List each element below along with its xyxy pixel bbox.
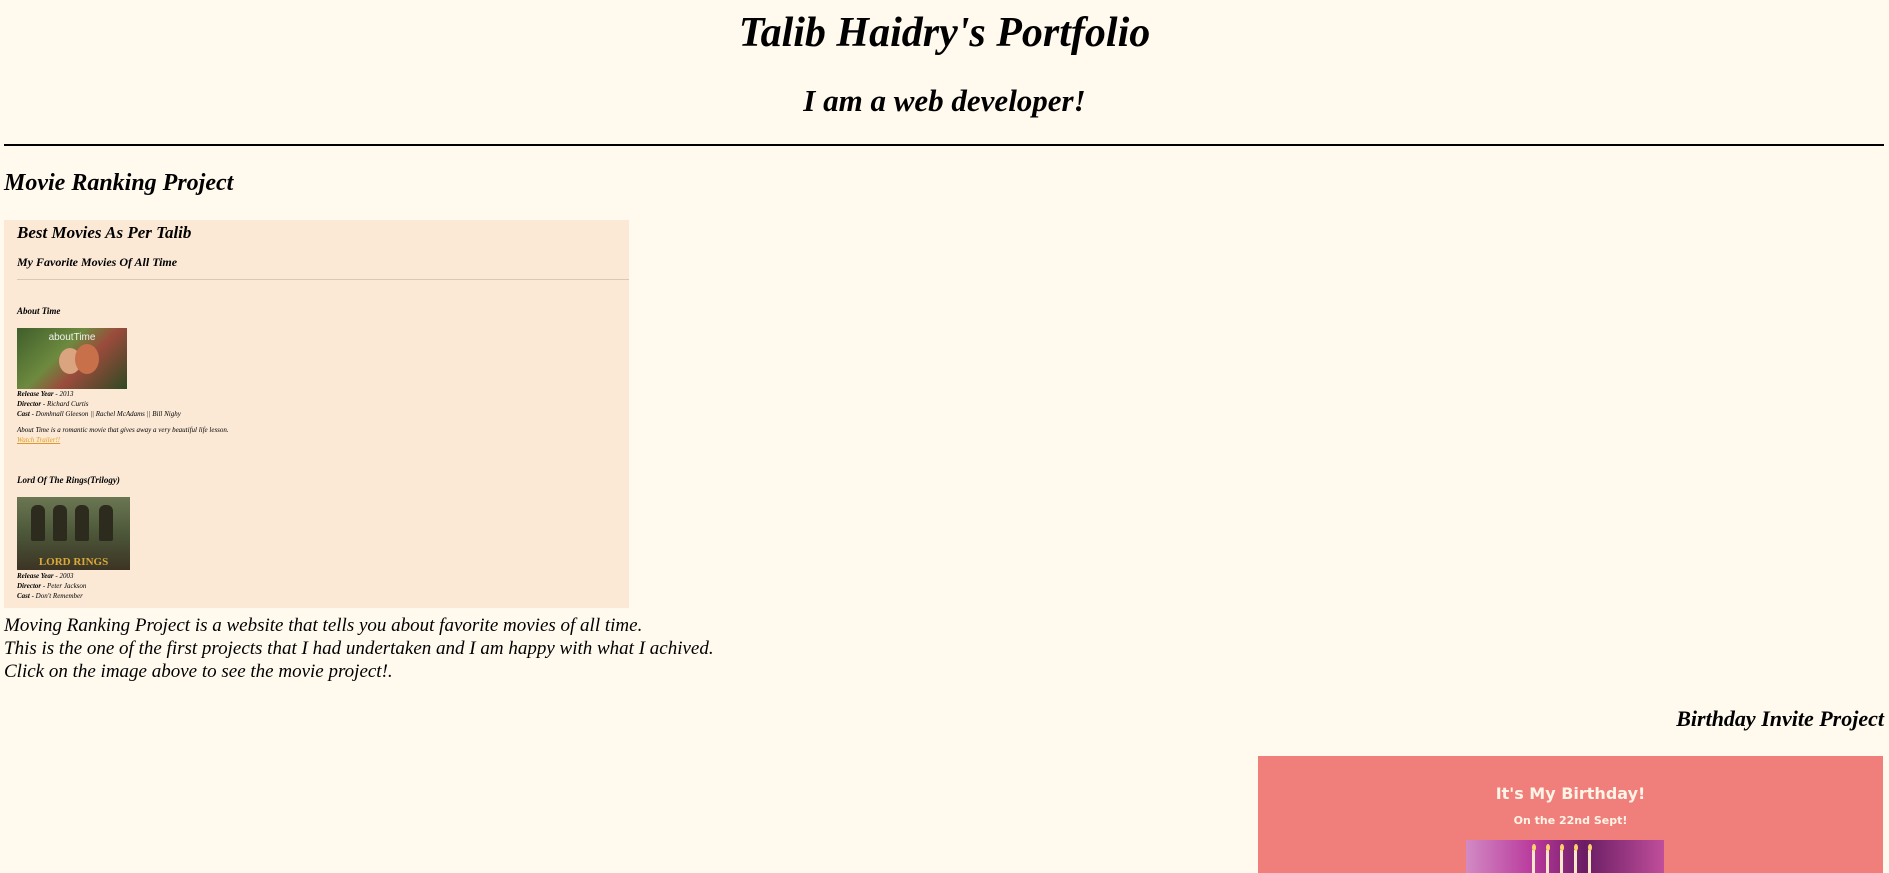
cast-value: - Domhnall Gleeson || Rachel McAdams || … [29, 410, 181, 418]
birthday-cake-photo [1466, 840, 1664, 873]
watch-trailer-link[interactable]: Watch Trailer!! [17, 436, 61, 444]
preview-subtitle: My Favorite Movies Of All Time [17, 255, 178, 269]
movie-project-heading: Movie Ranking Project [4, 170, 234, 196]
flame [1588, 844, 1592, 851]
director-label: Director [17, 582, 42, 590]
poster-figure [75, 505, 89, 541]
movie-info-lotr: Release Year - 2003 Director - Peter Jac… [17, 571, 86, 601]
candle [1588, 850, 1591, 873]
movie-title-about-time: About Time [17, 306, 61, 316]
poster-figure [31, 505, 45, 541]
about-time-poster: aboutTime [17, 328, 127, 389]
director-value: - Peter Jackson [41, 582, 87, 590]
poster-figure [75, 344, 99, 374]
birthday-preview-subtitle: On the 22nd Sept! [1513, 814, 1628, 827]
page-subtitle: I am a web developer! [803, 83, 1086, 118]
director-label: Director [17, 400, 42, 408]
poster-figure [53, 505, 67, 541]
candle [1560, 850, 1563, 873]
flame [1574, 844, 1578, 851]
description-line: Click on the image above to see the movi… [4, 661, 393, 682]
movie-project-preview-image[interactable]: Best Movies As Per Talib My Favorite Mov… [4, 220, 629, 608]
director-value: - Richard Curtis [41, 400, 89, 408]
poster-text: aboutTime [48, 332, 96, 343]
header-divider [4, 144, 1884, 146]
movie-title-lotr: Lord Of The Rings(Trilogy) [17, 475, 120, 485]
birthday-preview-title: It's My Birthday! [1495, 784, 1646, 803]
birthday-project-heading: Birthday Invite Project [1676, 706, 1884, 731]
release-value: - 2013 [53, 390, 74, 398]
candle [1574, 850, 1577, 873]
poster-text: LORD RINGS [38, 556, 109, 568]
movie-project-description: Moving Ranking Project is a website that… [4, 614, 714, 683]
cast-value: - Don't Remember [29, 592, 83, 600]
candle [1532, 850, 1535, 873]
lotr-poster: LORD RINGS [17, 497, 130, 570]
release-label: Release Year [17, 572, 54, 580]
cast-label: Cast [17, 410, 30, 418]
release-label: Release Year [17, 390, 54, 398]
page-title: Talib Haidry's Portfolio [738, 10, 1151, 56]
movie-info-about-time: Release Year - 2013 Director - Richard C… [17, 389, 181, 419]
description-line: This is the one of the first projects th… [4, 638, 714, 659]
flame [1560, 844, 1564, 851]
description-line: Moving Ranking Project is a website that… [4, 615, 643, 636]
release-value: - 2003 [53, 572, 74, 580]
candle [1546, 850, 1549, 873]
birthday-project-preview-image[interactable]: It's My Birthday! On the 22nd Sept! [1258, 756, 1883, 873]
movie-description-about-time: About Time is a romantic movie that give… [17, 426, 229, 434]
flame [1546, 844, 1550, 851]
preview-divider [17, 279, 629, 280]
cast-label: Cast [17, 592, 30, 600]
preview-title: Best Movies As Per Talib [17, 223, 192, 242]
poster-figure [99, 505, 113, 541]
flame [1532, 844, 1536, 851]
